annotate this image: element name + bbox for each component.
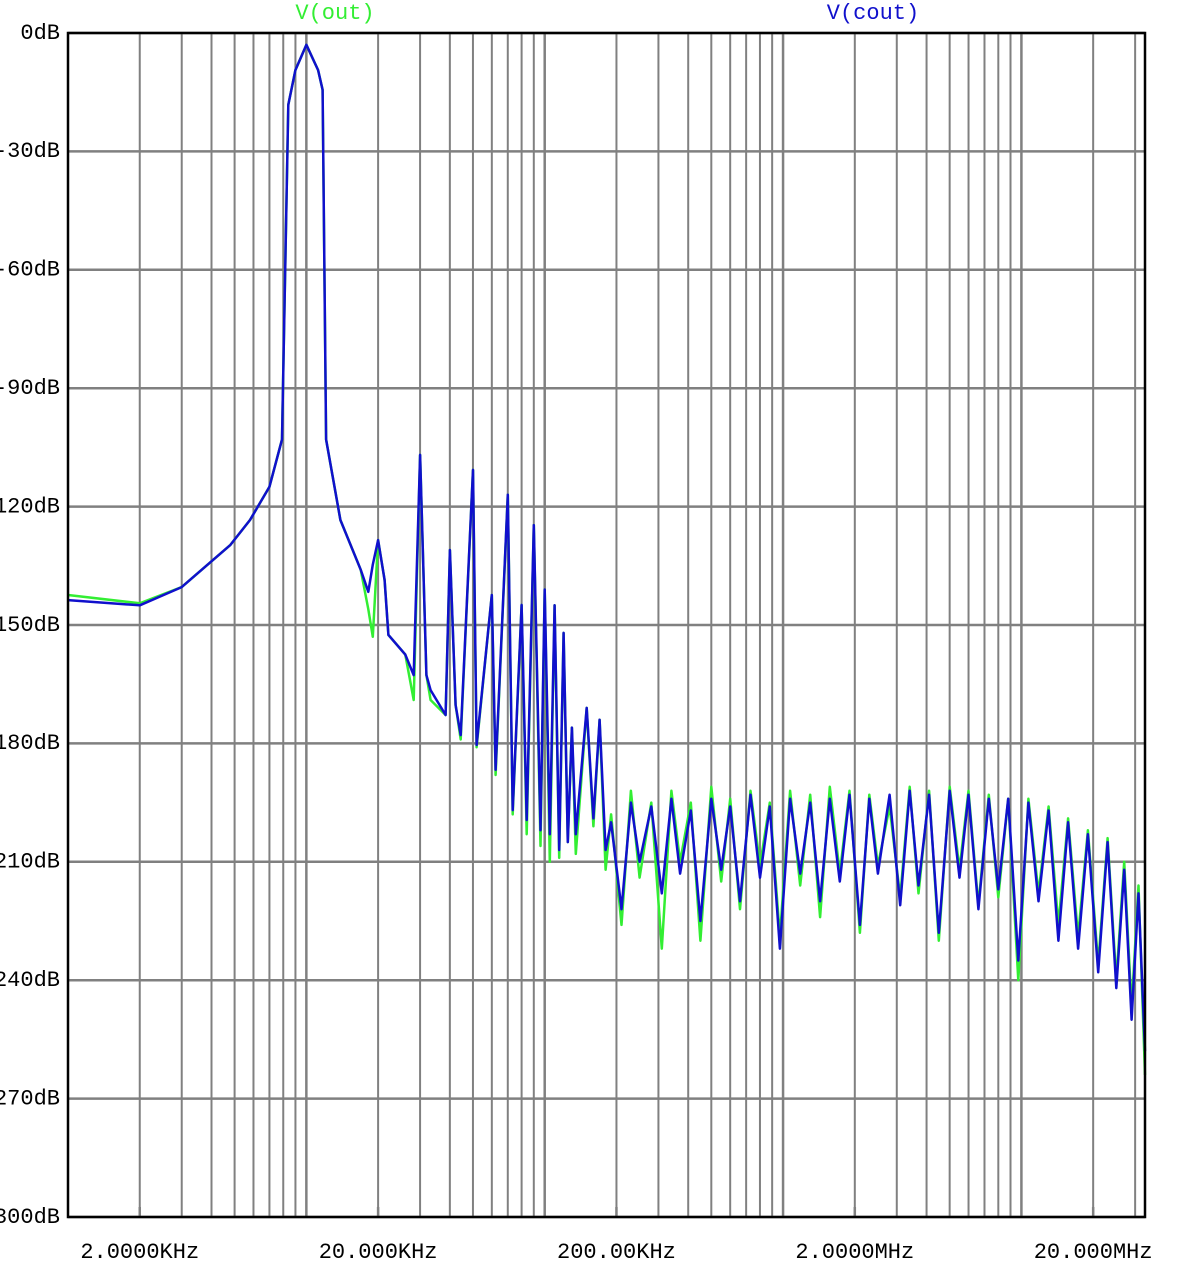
y-tick-label: -270dB [0, 1086, 60, 1111]
y-tick-label: -120dB [0, 494, 60, 519]
y-tick-label: -300dB [0, 1205, 60, 1230]
y-tick-label: -210dB [0, 850, 60, 875]
x-tick-label: 200.00KHz [557, 1240, 676, 1265]
series-line [67, 43, 1147, 1052]
legend-entry: V(out) [295, 1, 374, 26]
grid [68, 31, 1145, 1219]
y-tick-label: -60dB [0, 258, 60, 283]
x-tick-label: 2.0000MHz [795, 1240, 914, 1265]
y-tick-label: -180dB [0, 731, 60, 756]
x-tick-label: 20.000KHz [319, 1240, 438, 1265]
y-tick-label: -150dB [0, 613, 60, 638]
y-tick-label: -30dB [0, 139, 60, 164]
legend-entry: V(cout) [827, 1, 919, 26]
y-tick-label: -240dB [0, 968, 60, 993]
x-tick-label: 2.0000KHz [80, 1240, 199, 1265]
y-tick-label: -90dB [0, 376, 60, 401]
plot-frame [66, 31, 1147, 1219]
x-tick-label: 20.000MHz [1034, 1240, 1153, 1265]
plot-lines [67, 43, 1147, 1075]
y-tick-label: 0dB [20, 21, 60, 46]
